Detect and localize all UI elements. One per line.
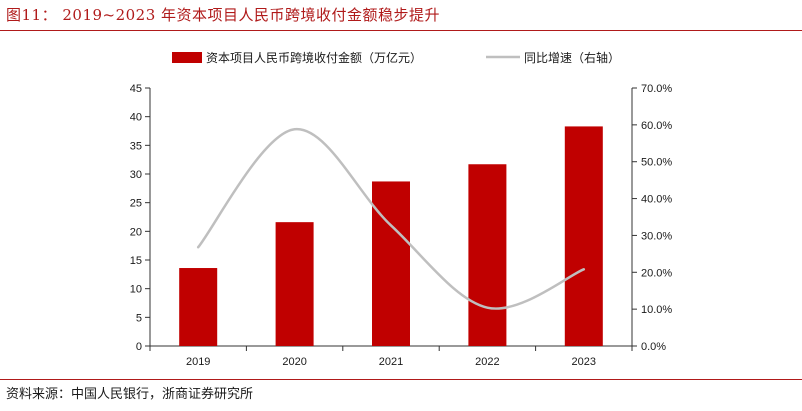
growth-line-series	[196, 128, 586, 310]
x-axis-tick-label: 2022	[475, 356, 499, 368]
right-axis-tick-label: 30.0%	[641, 230, 672, 242]
x-axis-tick-label: 2023	[572, 356, 596, 368]
legend-line-label: 同比增速（右轴）	[524, 50, 620, 65]
figure-title: 图11： 2019~2023 年资本项目人民币跨境收付金额稳步提升	[6, 6, 441, 24]
legend-bar-swatch	[172, 52, 202, 63]
title-divider	[0, 30, 802, 31]
bar-2020	[275, 222, 314, 346]
x-axis-tick-label: 2021	[379, 356, 403, 368]
right-axis-tick-label: 60.0%	[641, 120, 672, 132]
right-axis-tick-label: 10.0%	[641, 304, 672, 316]
bar-2021	[372, 181, 410, 346]
bar-2019	[179, 268, 218, 346]
left-axis-tick-label: 30	[130, 169, 142, 181]
right-axis-tick-label: 0.0%	[641, 341, 666, 353]
left-axis-tick-label: 35	[130, 140, 142, 152]
bar-2023	[564, 126, 603, 346]
legend-bar-label: 资本项目人民币跨境收付金额（万亿元）	[206, 50, 422, 65]
x-axis-tick-label: 2020	[282, 356, 306, 368]
chart-canvas: 资本项目人民币跨境收付金额（万亿元） 同比增速（右轴） 0 5 10 15 20 25 30…	[130, 50, 673, 368]
left-axis-tick-label: 10	[130, 284, 142, 296]
left-axis-tick-label: 25	[130, 198, 142, 210]
bar-2022	[468, 164, 507, 346]
left-axis-tick-label: 40	[130, 112, 142, 124]
left-axis-tick-label: 45	[130, 83, 142, 95]
bar-series	[179, 126, 603, 346]
right-axis-tick-label: 20.0%	[641, 267, 672, 279]
left-axis-tick-label: 0	[136, 341, 142, 353]
source-note: 资料来源：中国人民银行，浙商证券研究所	[6, 387, 254, 402]
growth-line	[196, 128, 586, 310]
x-axis-tick-label: 2019	[186, 356, 210, 368]
right-axis-tick-label: 40.0%	[641, 194, 672, 206]
chart-legend: 资本项目人民币跨境收付金额（万亿元） 同比增速（右轴）	[172, 50, 620, 65]
source-divider	[0, 379, 802, 380]
right-axis-tick-label: 70.0%	[641, 83, 672, 95]
left-axis-tick-label: 15	[130, 255, 142, 267]
left-axis-tick-label: 20	[130, 226, 142, 238]
right-axis-tick-label: 50.0%	[641, 157, 672, 169]
left-axis-tick-label: 5	[136, 312, 142, 324]
